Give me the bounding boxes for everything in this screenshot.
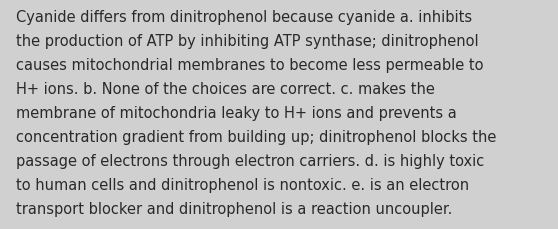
- Text: concentration gradient from building up; dinitrophenol blocks the: concentration gradient from building up;…: [16, 129, 496, 144]
- Text: passage of electrons through electron carriers. d. is highly toxic: passage of electrons through electron ca…: [16, 153, 484, 168]
- Text: H+ ions. b. None of the choices are correct. c. makes the: H+ ions. b. None of the choices are corr…: [16, 82, 435, 97]
- Text: causes mitochondrial membranes to become less permeable to: causes mitochondrial membranes to become…: [16, 58, 483, 73]
- Text: membrane of mitochondria leaky to H+ ions and prevents a: membrane of mitochondria leaky to H+ ion…: [16, 106, 456, 120]
- Text: transport blocker and dinitrophenol is a reaction uncoupler.: transport blocker and dinitrophenol is a…: [16, 201, 452, 216]
- Text: the production of ATP by inhibiting ATP synthase; dinitrophenol: the production of ATP by inhibiting ATP …: [16, 34, 478, 49]
- Text: Cyanide differs from dinitrophenol because cyanide a. inhibits: Cyanide differs from dinitrophenol becau…: [16, 10, 472, 25]
- Text: to human cells and dinitrophenol is nontoxic. e. is an electron: to human cells and dinitrophenol is nont…: [16, 177, 469, 192]
